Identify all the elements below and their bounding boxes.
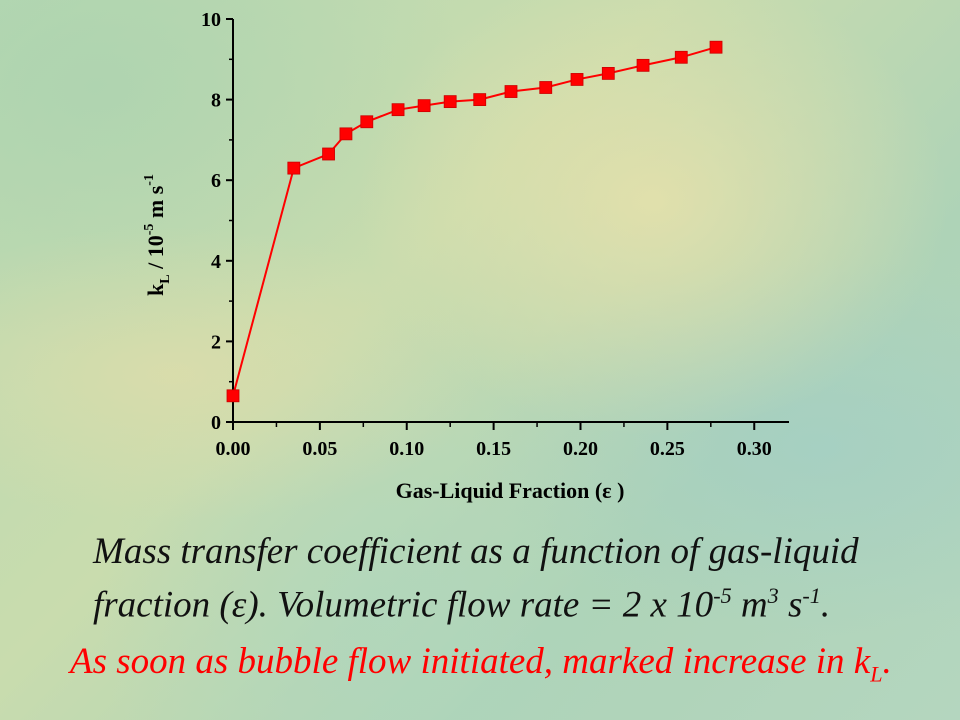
data-point-marker	[360, 115, 374, 129]
y-tick-label: 0	[211, 412, 221, 434]
data-point-marker	[417, 99, 431, 113]
chart-axes	[232, 19, 789, 423]
data-point-marker	[504, 85, 518, 98]
x-axis-title: Gas-Liquid Fraction (ε )	[396, 478, 625, 503]
figure-caption: Mass transfer coefficient as a function …	[93, 531, 859, 626]
data-point-marker	[709, 40, 723, 54]
data-point-marker	[322, 147, 335, 161]
x-tick-label: 0.20	[563, 438, 598, 460]
y-tick-label: 2	[211, 331, 221, 353]
data-point-marker	[287, 161, 301, 175]
data-point-marker	[636, 58, 650, 72]
y-axis-title: kL / 10-5 m s-1	[142, 174, 173, 296]
data-point-marker	[601, 67, 615, 80]
y-tick-label: 4	[211, 251, 221, 273]
y-tick-label: 10	[201, 9, 221, 31]
observation-note: As soon as bubble flow initiated, marked…	[70, 641, 892, 687]
x-tick-label: 0.30	[737, 438, 772, 460]
data-point-marker	[391, 103, 405, 117]
data-point-marker	[339, 127, 353, 141]
x-tick-label: 0.05	[302, 438, 337, 460]
y-tick-label: 6	[211, 170, 221, 192]
x-tick-label: 0.10	[389, 438, 424, 460]
x-tick-label: 0.00	[216, 438, 251, 460]
kl-vs-gas-liquid-fraction-chart: 0 2 4 6 8 10 0.00 0.05 0.10 0.15 0.20 0.25 0.30 Gas-…	[142, 9, 789, 503]
data-point-marker	[443, 95, 457, 109]
data-point-marker	[473, 93, 487, 106]
x-tick-label: 0.15	[476, 438, 511, 460]
series-line	[232, 46, 717, 397]
data-point-marker	[570, 73, 584, 86]
y-tick-label: 8	[211, 90, 221, 112]
chart-series	[226, 40, 723, 403]
chart-ticks: 0 2 4 6 8 10 0.00 0.05 0.10 0.15 0.20 0.25 0.30	[201, 9, 772, 460]
x-tick-label: 0.25	[650, 438, 685, 460]
data-point-marker	[539, 81, 553, 94]
data-point-marker	[226, 389, 240, 403]
data-point-marker	[674, 50, 688, 64]
